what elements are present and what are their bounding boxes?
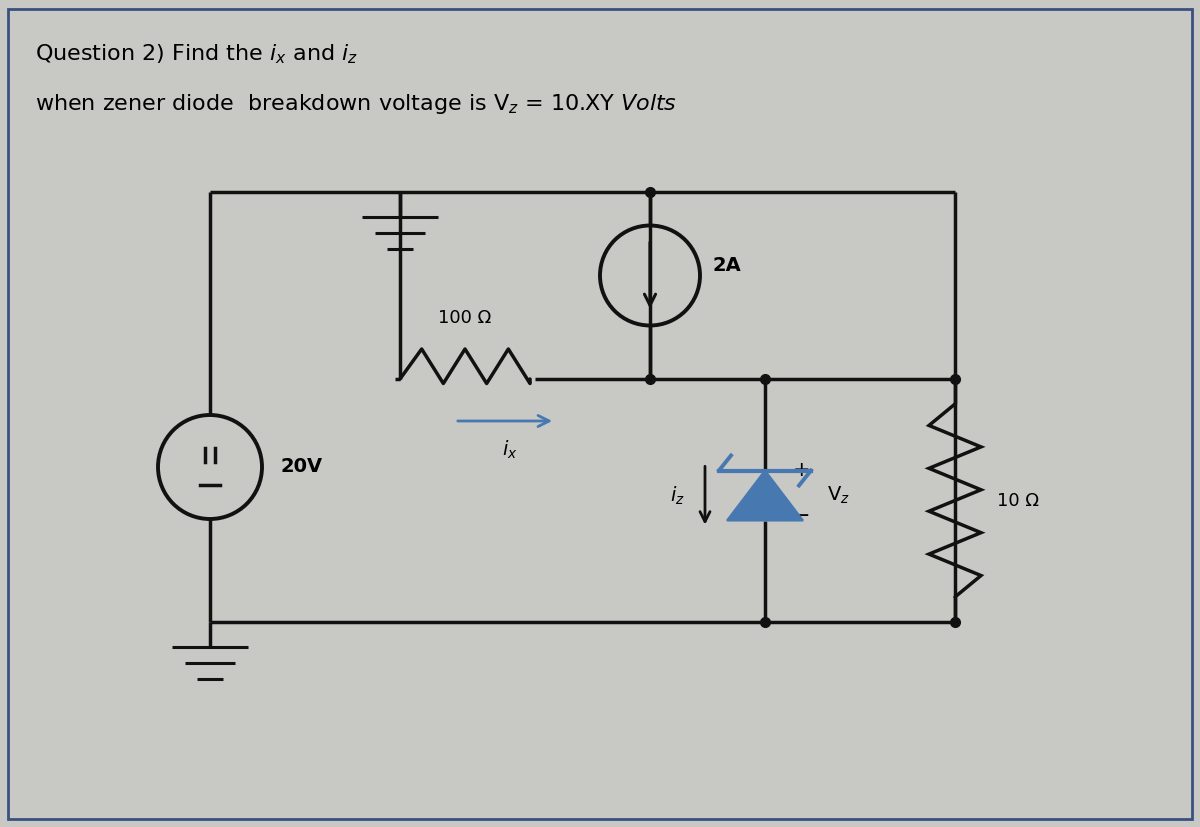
Text: −: − xyxy=(793,505,810,525)
Text: +: + xyxy=(793,461,811,480)
Text: 2A: 2A xyxy=(712,256,740,275)
Text: 20V: 20V xyxy=(280,457,322,476)
Text: 10 Ω: 10 Ω xyxy=(997,491,1039,509)
Text: Question 2) Find the $i_x$ and $i_z$: Question 2) Find the $i_x$ and $i_z$ xyxy=(35,42,358,65)
Text: when zener diode  breakdown voltage is V$_z$ = 10.XY $\it{Volts}$: when zener diode breakdown voltage is V$… xyxy=(35,92,677,116)
Polygon shape xyxy=(727,471,803,520)
Text: V$_z$: V$_z$ xyxy=(827,485,850,506)
Text: $i_z$: $i_z$ xyxy=(670,485,685,507)
Text: $i_x$: $i_x$ xyxy=(503,439,517,461)
Text: 100 Ω: 100 Ω xyxy=(438,309,492,327)
